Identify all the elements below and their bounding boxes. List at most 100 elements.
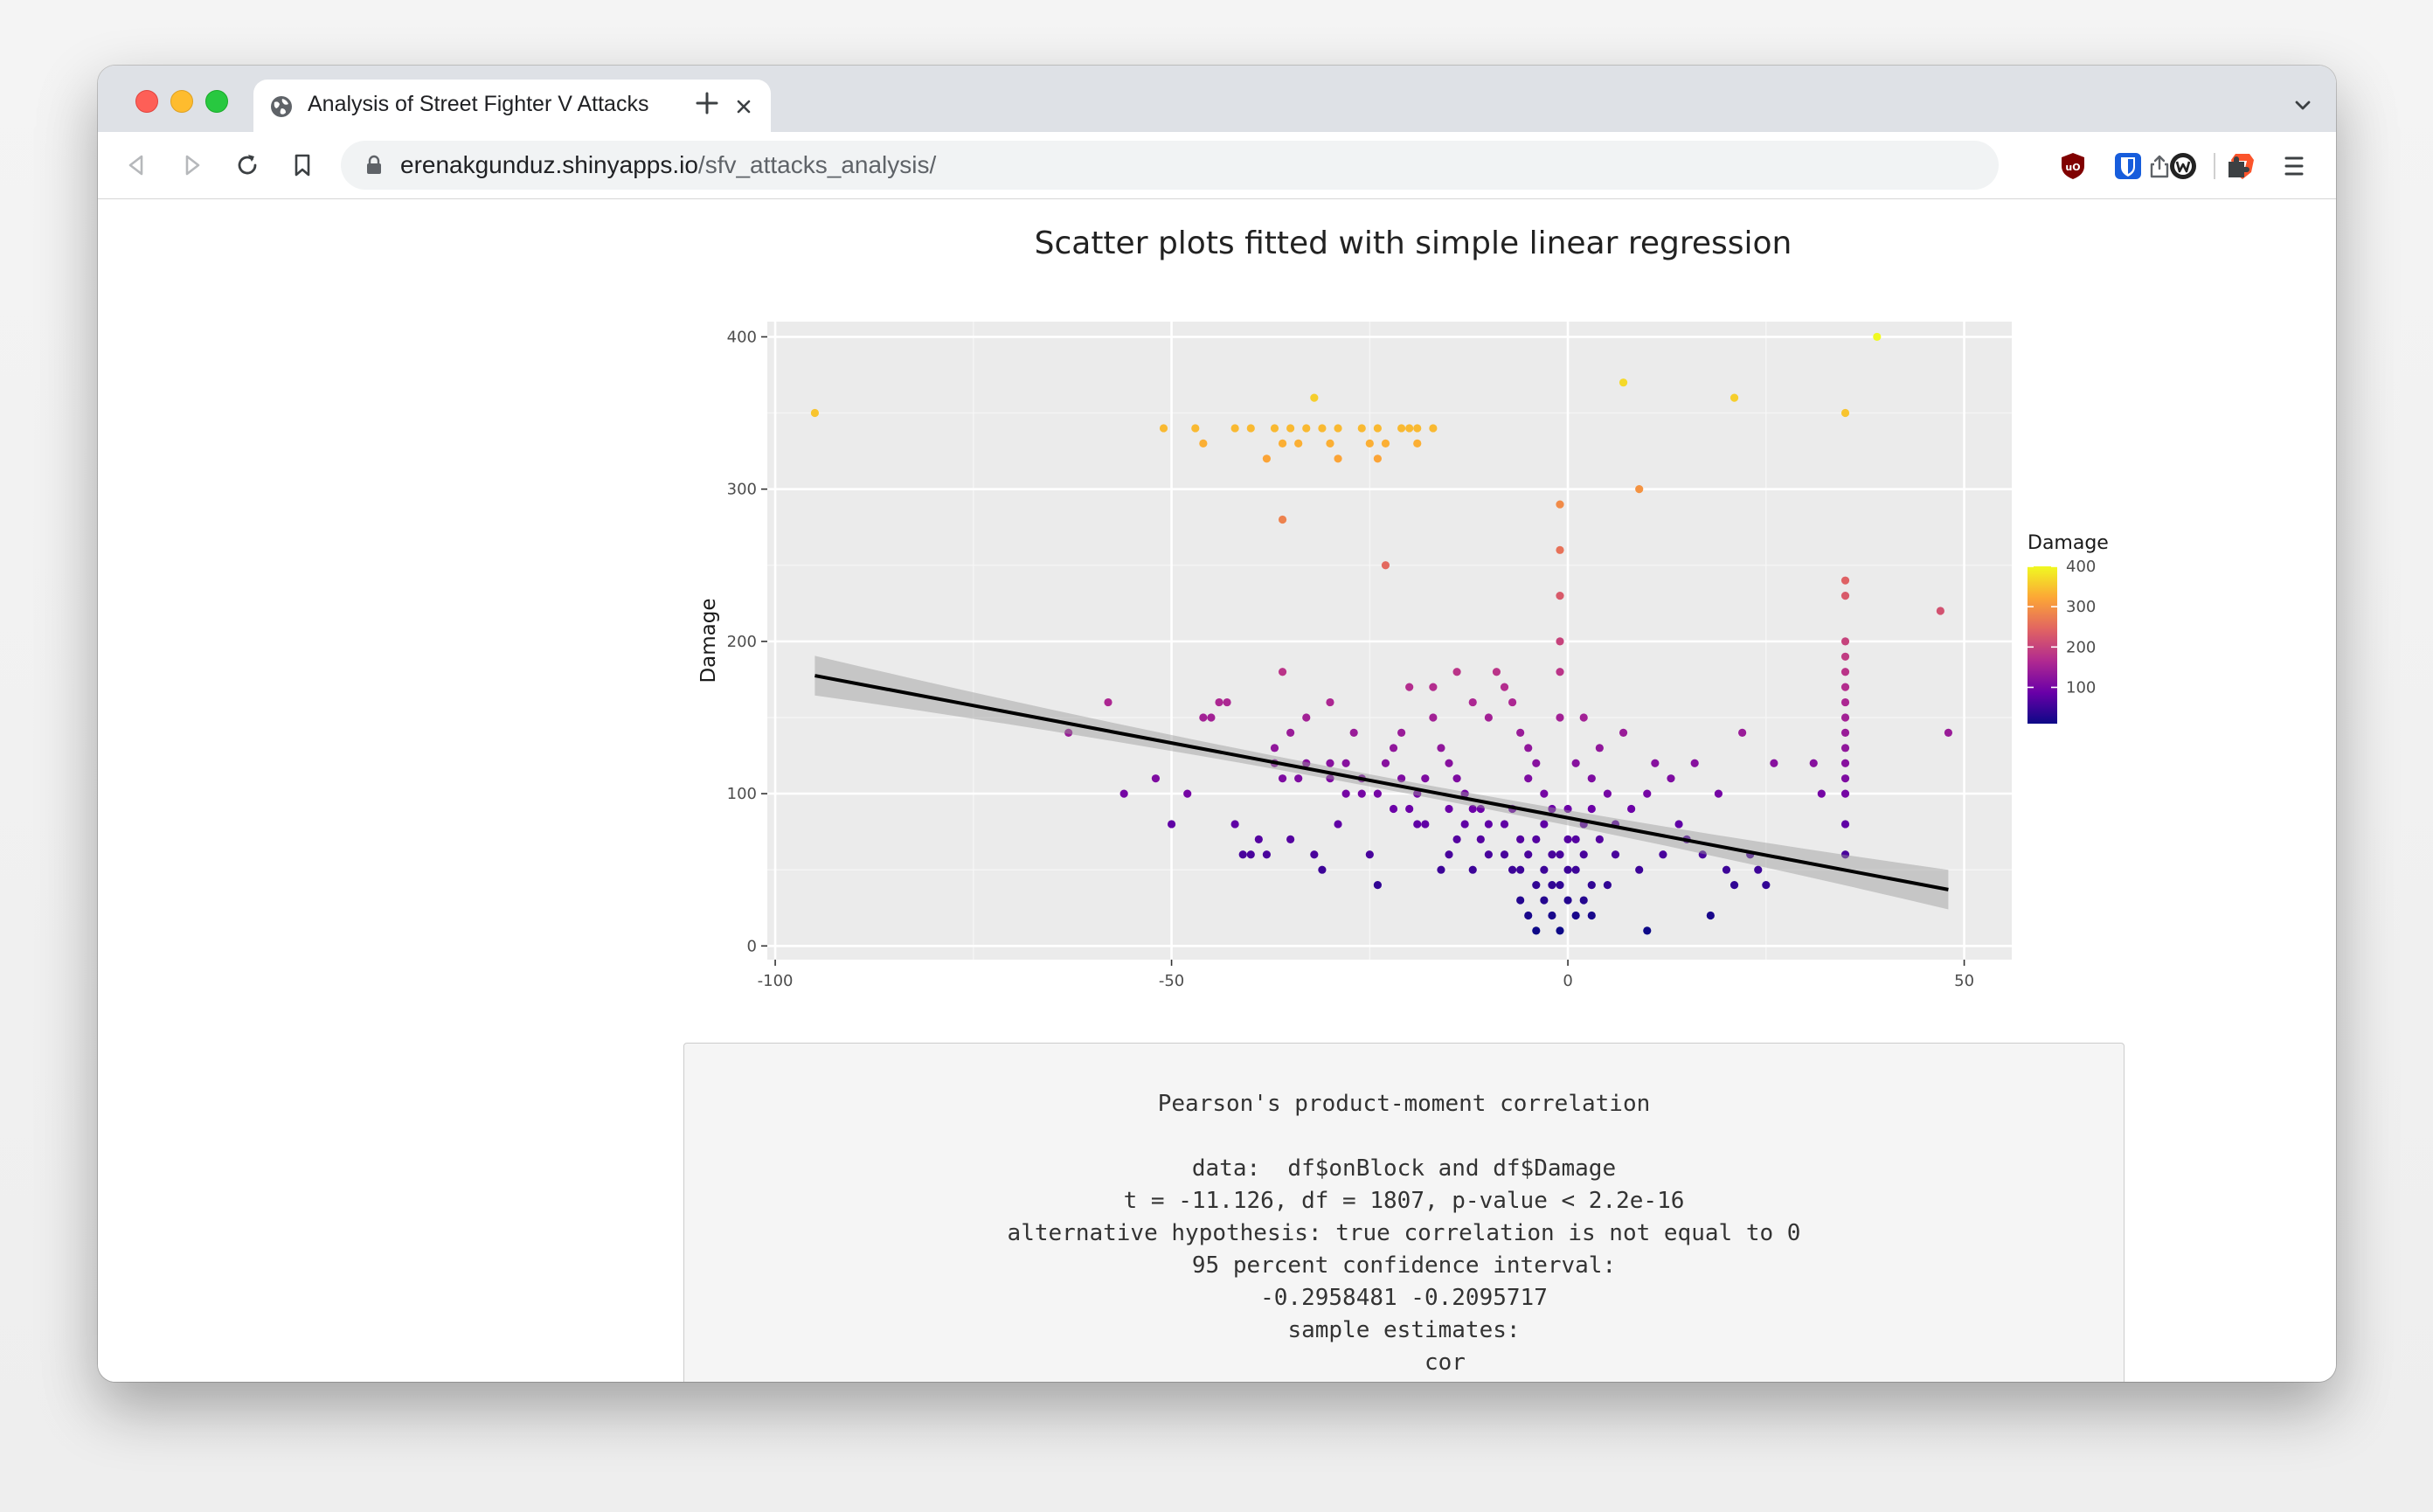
extensions-icon[interactable]: [2223, 151, 2253, 181]
data-point: [1334, 820, 1341, 828]
data-point: [1421, 774, 1429, 782]
close-tab-icon[interactable]: [732, 95, 755, 118]
data-point: [1279, 774, 1286, 782]
data-point: [1651, 759, 1659, 767]
data-point: [1572, 759, 1580, 767]
data-point: [1469, 698, 1477, 706]
zoom-window-button[interactable]: [205, 90, 228, 113]
data-point: [1326, 759, 1334, 767]
data-point: [1715, 789, 1723, 797]
new-tab-icon[interactable]: [694, 90, 720, 116]
data-point: [1516, 836, 1524, 843]
data-point: [1730, 881, 1738, 889]
data-point: [1342, 789, 1350, 797]
address-bar[interactable]: erenakgunduz.shinyapps.io/sfv_attacks_an…: [341, 141, 1999, 190]
data-point: [1302, 424, 1310, 432]
minimize-window-button[interactable]: [170, 90, 193, 113]
data-point: [1445, 759, 1452, 767]
data-point: [1183, 789, 1191, 797]
data-point: [1437, 744, 1445, 752]
data-point: [1540, 896, 1548, 904]
data-point: [811, 409, 819, 417]
data-point: [1604, 789, 1612, 797]
y-tick-label: 0: [747, 937, 757, 955]
data-point: [1612, 850, 1619, 858]
back-icon[interactable]: [122, 151, 150, 179]
data-point: [1659, 850, 1667, 858]
close-window-button[interactable]: [135, 90, 158, 113]
data-point: [1160, 424, 1168, 432]
tab-title: Analysis of Street Fighter V Attacks: [308, 92, 710, 121]
address-bar-separator: [2214, 153, 2215, 179]
x-axis-title: onBlock: [1350, 993, 1431, 995]
bitwarden-icon[interactable]: [2113, 151, 2143, 181]
data-point: [1841, 774, 1849, 782]
reload-icon[interactable]: [233, 151, 261, 179]
data-point: [1508, 866, 1516, 874]
data-point: [1318, 866, 1326, 874]
url-text[interactable]: erenakgunduz.shinyapps.io/sfv_attacks_an…: [400, 151, 936, 179]
data-point: [1382, 759, 1390, 767]
globe-icon: [269, 94, 294, 119]
data-point: [1524, 912, 1532, 919]
data-point: [1841, 713, 1849, 721]
data-point: [1429, 683, 1437, 691]
forward-icon[interactable]: [178, 151, 206, 179]
data-point: [1255, 836, 1263, 843]
data-point: [1279, 668, 1286, 676]
y-tick-label: 300: [727, 481, 757, 499]
data-point: [1405, 805, 1413, 813]
data-point: [1452, 836, 1460, 843]
data-point: [1556, 637, 1563, 645]
data-point: [1374, 881, 1382, 889]
data-point: [1723, 866, 1730, 874]
data-point: [1374, 454, 1382, 462]
lock-icon[interactable]: [365, 155, 383, 176]
output-line: sample estimates:: [684, 1317, 2124, 1343]
data-point: [1667, 774, 1674, 782]
data-point: [1841, 698, 1849, 706]
bookmark-icon[interactable]: [288, 151, 316, 179]
data-point: [1516, 866, 1524, 874]
data-point: [1588, 805, 1596, 813]
data-point: [1643, 789, 1651, 797]
data-point: [1563, 836, 1571, 843]
data-point: [1580, 850, 1588, 858]
data-point: [1452, 774, 1460, 782]
data-point: [1754, 866, 1762, 874]
data-point: [1437, 866, 1445, 874]
data-point: [1279, 516, 1286, 524]
tab-list-icon[interactable]: [2291, 94, 2314, 116]
data-point: [1501, 683, 1508, 691]
x-tick-label: -100: [758, 972, 794, 990]
menu-icon[interactable]: [2279, 151, 2309, 181]
ublock-icon[interactable]: uO: [2058, 151, 2088, 181]
data-point: [1199, 713, 1207, 721]
data-point: [1532, 836, 1540, 843]
data-point: [1540, 820, 1548, 828]
data-point: [1841, 759, 1849, 767]
data-point: [1707, 912, 1715, 919]
url-path: /sfv_attacks_analysis/: [698, 151, 936, 178]
data-point: [1548, 912, 1556, 919]
data-point: [1841, 789, 1849, 797]
x-tick-label: 0: [1563, 972, 1572, 990]
data-point: [1635, 485, 1643, 493]
data-point: [1413, 820, 1421, 828]
wappalyzer-icon[interactable]: [2168, 151, 2198, 181]
data-point: [1588, 881, 1596, 889]
y-tick-label: 200: [727, 633, 757, 651]
data-point: [1508, 698, 1516, 706]
data-point: [1374, 789, 1382, 797]
data-point: [1818, 789, 1826, 797]
data-point: [1390, 744, 1397, 752]
data-point: [1627, 805, 1635, 813]
x-tick-label: 50: [1954, 972, 1974, 990]
data-point: [1477, 836, 1485, 843]
data-point: [1469, 866, 1477, 874]
data-point: [1104, 698, 1112, 706]
data-point: [1152, 774, 1160, 782]
data-point: [1350, 729, 1358, 737]
data-point: [1540, 789, 1548, 797]
data-point: [1452, 668, 1460, 676]
